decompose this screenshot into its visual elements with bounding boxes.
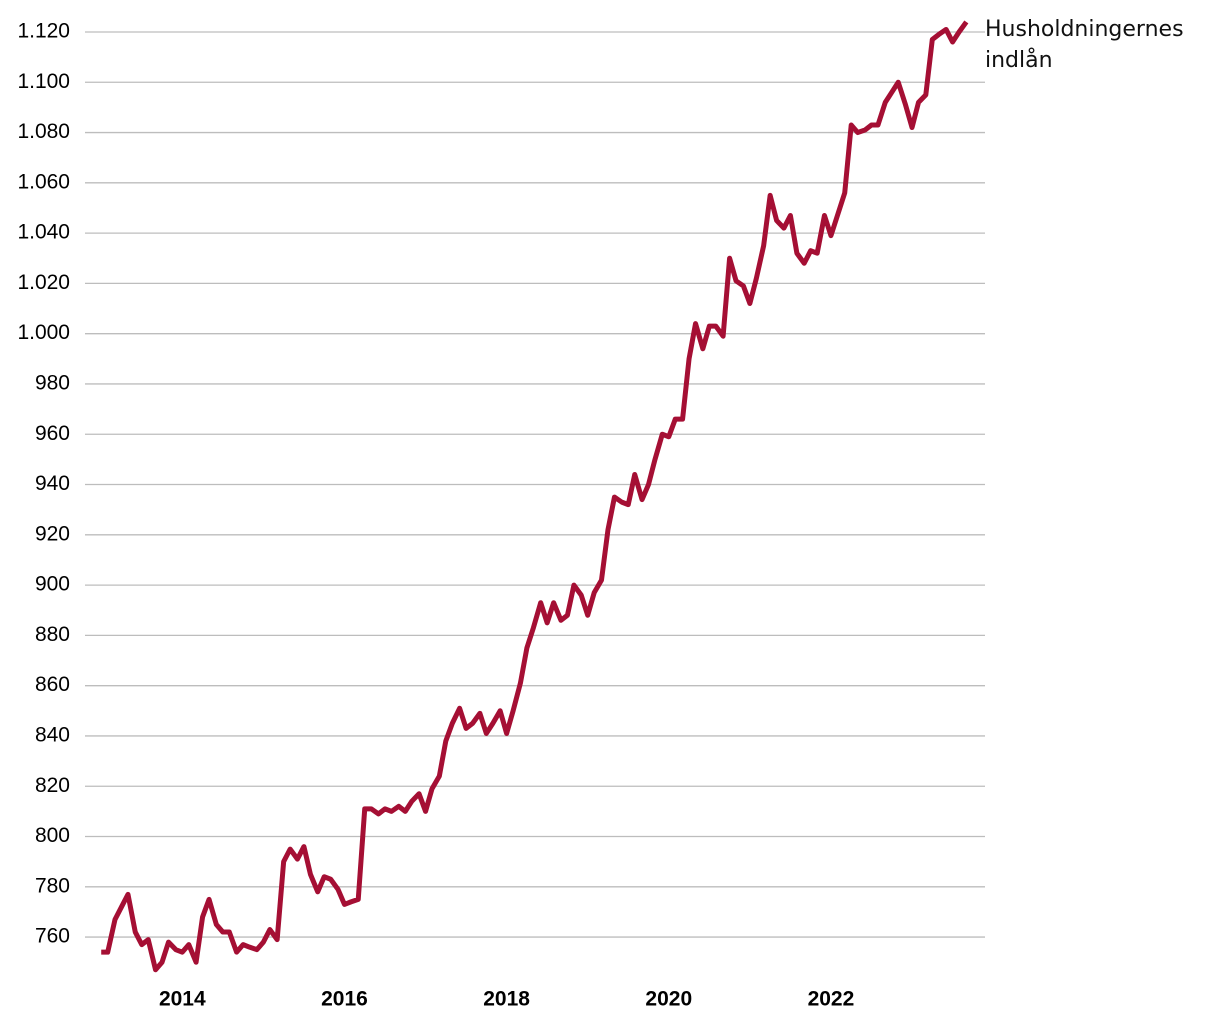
y-tick-label: 1.100 [17,70,70,93]
x-tick-label: 2014 [159,988,206,1011]
y-tick-label: 980 [35,372,70,395]
y-tick-label: 1.000 [17,321,70,344]
y-tick-label: 1.040 [17,221,70,244]
data-line [101,20,969,973]
x-tick-label: 2020 [645,988,692,1011]
y-tick-label: 920 [35,522,70,545]
x-tick-label: 2022 [808,988,855,1011]
y-tick-label: 860 [35,673,70,696]
y-tick-label: 960 [35,422,70,445]
y-tick-label: 820 [35,774,70,797]
x-tick-label: 2016 [321,988,368,1011]
x-tick-label: 2018 [483,988,530,1011]
y-tick-label: 800 [35,824,70,847]
y-tick-label: 760 [35,925,70,948]
y-tick-label: 880 [35,623,70,646]
y-tick-label: 840 [35,723,70,746]
y-tick-label: 900 [35,573,70,596]
y-tick-label: 940 [35,472,70,495]
y-tick-label: 1.020 [17,271,70,294]
series-label: Husholdningernes indlån [985,17,1184,73]
y-tick-label: 1.080 [17,120,70,143]
y-tick-label: 1.060 [17,170,70,193]
y-tick-label: 780 [35,874,70,897]
y-tick-label: 1.120 [17,20,70,43]
